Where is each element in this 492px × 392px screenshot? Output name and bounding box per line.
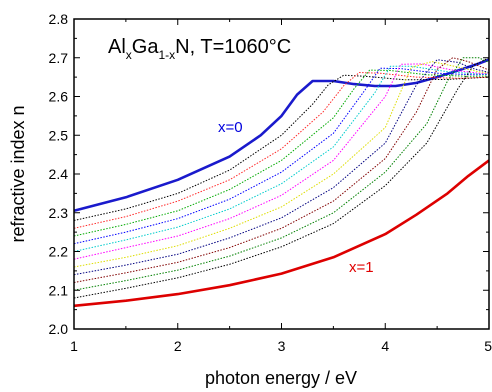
x-tick-label: 5 (484, 338, 492, 354)
y-tick-label: 2.8 (49, 11, 69, 27)
series-line-6 (73, 63, 490, 260)
series-line-4 (73, 67, 490, 245)
series-line-12 (73, 159, 490, 308)
series-line-1 (73, 74, 490, 221)
x-tick-label: 1 (70, 338, 78, 354)
curves-layer (73, 57, 490, 308)
series-line-8 (73, 59, 490, 276)
title-part-ga: Ga (132, 36, 160, 58)
y-tick-label: 2.6 (49, 89, 69, 105)
series-line-2 (73, 72, 490, 229)
y-tick-label: 2.0 (49, 321, 69, 337)
title-sub-1-x: 1-x (158, 48, 175, 62)
series-line-7 (73, 61, 490, 268)
x-tick-label: 4 (381, 338, 389, 354)
series-line-3 (73, 69, 490, 237)
series-line-5 (73, 65, 489, 252)
title-sub-x: x (126, 48, 132, 62)
y-tick-label: 2.4 (49, 166, 69, 182)
title-part-al: Al (108, 36, 126, 58)
series-line-0 (73, 58, 490, 213)
series-line-11 (73, 57, 490, 299)
y-tick-label: 2.1 (49, 282, 69, 298)
plot-frame (73, 18, 490, 330)
y-tick-label: 2.3 (49, 205, 69, 221)
y-axis-label: refractive index n (8, 105, 28, 242)
chart-title: AlxGa1-xN, T=1060°C (108, 36, 291, 62)
y-tick-label: 2.5 (49, 127, 69, 143)
x-tick-label: 2 (174, 338, 182, 354)
x-tick-label: 3 (278, 338, 286, 354)
ticks-layer: 1 2 3 4 5 2.0 2.1 2.2 2.3 2.4 2.5 2.6 2.7 2.8 (49, 11, 492, 354)
series-line-9 (73, 57, 490, 283)
y-tick-label: 2.2 (49, 244, 69, 260)
y-tick-label: 2.7 (49, 50, 69, 66)
annotation-x0: x=0 (218, 119, 243, 136)
series-line-10 (73, 57, 490, 291)
x-axis-label: photon energy / eV (205, 368, 357, 388)
annotation-x1: x=1 (349, 259, 374, 276)
title-part-rest: N, T=1060°C (175, 36, 291, 58)
